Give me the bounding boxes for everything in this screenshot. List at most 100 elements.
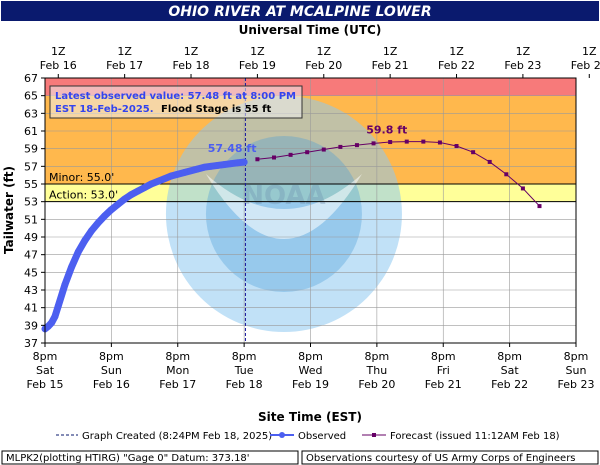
latest-value-date: EST 18-Feb-2025.: [55, 104, 154, 115]
bottom-tick-date-0: Feb 15: [27, 378, 64, 391]
legend: Graph Created (8:24PM Feb 18, 2025) Obse…: [56, 431, 560, 442]
top-tick-date-4: Feb 20: [305, 59, 342, 72]
y-tick-label-12: 61: [24, 125, 38, 138]
observed-point: [147, 180, 155, 188]
observed-point: [48, 319, 56, 327]
bottom-tick-time-7: 8pm: [497, 350, 522, 363]
forecast-point: [388, 140, 393, 145]
forecast-point: [354, 143, 359, 148]
observed-point: [180, 169, 188, 176]
observed-point: [51, 313, 59, 320]
observed-point: [134, 187, 142, 195]
footer-datum: MLPK2(plotting HTIRG) "Gage 0" Datum: 37…: [6, 453, 250, 464]
y-tick-label-13: 63: [24, 107, 38, 120]
observed-point: [227, 160, 235, 168]
forecast-point: [520, 186, 525, 191]
bottom-tick-day-5: Thu: [366, 364, 388, 377]
observed-point: [200, 163, 208, 171]
observed-point: [127, 191, 135, 199]
bottom-tick-day-0: Sat: [36, 364, 55, 377]
top-tick-hour-8: 1Z: [582, 45, 597, 58]
observed-point: [207, 162, 215, 170]
observed-point: [121, 195, 129, 203]
observed-point: [161, 175, 168, 183]
bottom-tick-time-0: 8pm: [33, 350, 58, 363]
legend-graph-created-label: Graph Created (8:24PM Feb 18, 2025): [82, 431, 272, 442]
observed-point: [54, 302, 62, 310]
y-tick-label-7: 51: [24, 213, 38, 226]
top-tick-date-2: Feb 18: [173, 59, 210, 72]
bottom-tick-time-5: 8pm: [365, 350, 390, 363]
forecast-point: [421, 139, 426, 144]
forecast-point: [454, 144, 459, 149]
flood-stage-text: Flood Stage is 55 ft: [161, 104, 271, 115]
y-tick-label-3: 43: [24, 284, 38, 297]
bottom-tick-date-4: Feb 19: [292, 378, 329, 391]
observed-point: [81, 237, 89, 244]
observed-point: [94, 219, 102, 227]
watermark-logo-text: NOAA: [242, 181, 325, 211]
top-tick-date-7: Feb 23: [504, 59, 541, 72]
bottom-tick-date-3: Feb 18: [226, 378, 263, 391]
observed-point: [220, 161, 228, 168]
forecast-point: [487, 159, 492, 164]
y-tick-label-1: 39: [24, 319, 38, 332]
observed-point: [61, 281, 69, 289]
top-tick-hour-1: 1Z: [117, 45, 132, 58]
y-tick-label-11: 59: [24, 143, 38, 156]
y-tick-label-10: 57: [24, 160, 38, 173]
y-tick-label-0: 37: [24, 337, 38, 350]
footer-right-box: [301, 450, 599, 465]
observed-point: [214, 162, 221, 169]
chart-title: OHIO RIVER AT MCALPINE LOWER: [168, 4, 431, 20]
forecast-point: [371, 141, 376, 146]
top-tick-hour-2: 1Z: [184, 45, 199, 58]
forecast-point: [404, 139, 409, 144]
bottom-tick-time-8: 8pm: [564, 350, 589, 363]
forecast-point: [255, 157, 260, 162]
bottom-tick-date-2: Feb 17: [159, 378, 196, 391]
observed-point: [194, 165, 202, 173]
forecast-point: [504, 172, 509, 177]
y-tick-label-15: 67: [24, 72, 38, 85]
y-axis-ticks: 37 39 41 43 45 47 49 51 53 55 57 59 61 63 65 67: [24, 72, 45, 350]
legend-forecast-marker: [372, 433, 376, 437]
legend-observed-marker: [279, 432, 285, 438]
bottom-tick-time-6: 8pm: [431, 350, 456, 363]
y-tick-label-4: 45: [24, 266, 38, 279]
bottom-tick-date-8: Feb 23: [558, 378, 595, 391]
forecast-point: [437, 140, 442, 145]
observed-point: [187, 167, 195, 175]
bottom-tick-day-6: Fri: [437, 364, 450, 377]
forecast-line: [257, 141, 540, 207]
observed-point: [240, 158, 248, 166]
data-series: [41, 78, 542, 343]
bottom-tick-day-4: Wed: [299, 364, 323, 377]
top-tick-date-6: Feb 22: [438, 59, 475, 72]
observed-point: [74, 248, 82, 256]
threshold-label-1: Action: 53.0': [49, 189, 118, 202]
y-tick-label-6: 49: [24, 231, 38, 244]
noaa-watermark: NOAA: [165, 96, 402, 333]
observed-point: [114, 200, 122, 208]
observed-point: [167, 172, 175, 180]
observed-value-label: 57.48 ft: [208, 142, 257, 155]
y-tick-label-8: 53: [24, 196, 38, 209]
threshold-label-0: Minor: 55.0': [49, 171, 114, 184]
footer-left-box: [1, 450, 299, 465]
top-tick-date-5: Feb 21: [372, 59, 409, 72]
observed-point: [154, 177, 162, 185]
watermark-bird-shape: [205, 174, 362, 240]
bottom-tick-day-3: Tue: [234, 364, 254, 377]
bottom-tick-day-2: Mon: [166, 364, 189, 377]
forecast-point: [537, 204, 542, 209]
x-axis-label: Site Time (EST): [258, 410, 362, 424]
bottom-tick-date-6: Feb 21: [425, 378, 462, 391]
bottom-tick-time-2: 8pm: [165, 350, 190, 363]
forecast-point: [321, 147, 326, 152]
forecast-point: [305, 150, 310, 155]
bottom-tick-day-8: Sun: [566, 364, 587, 377]
observed-point: [101, 212, 109, 220]
